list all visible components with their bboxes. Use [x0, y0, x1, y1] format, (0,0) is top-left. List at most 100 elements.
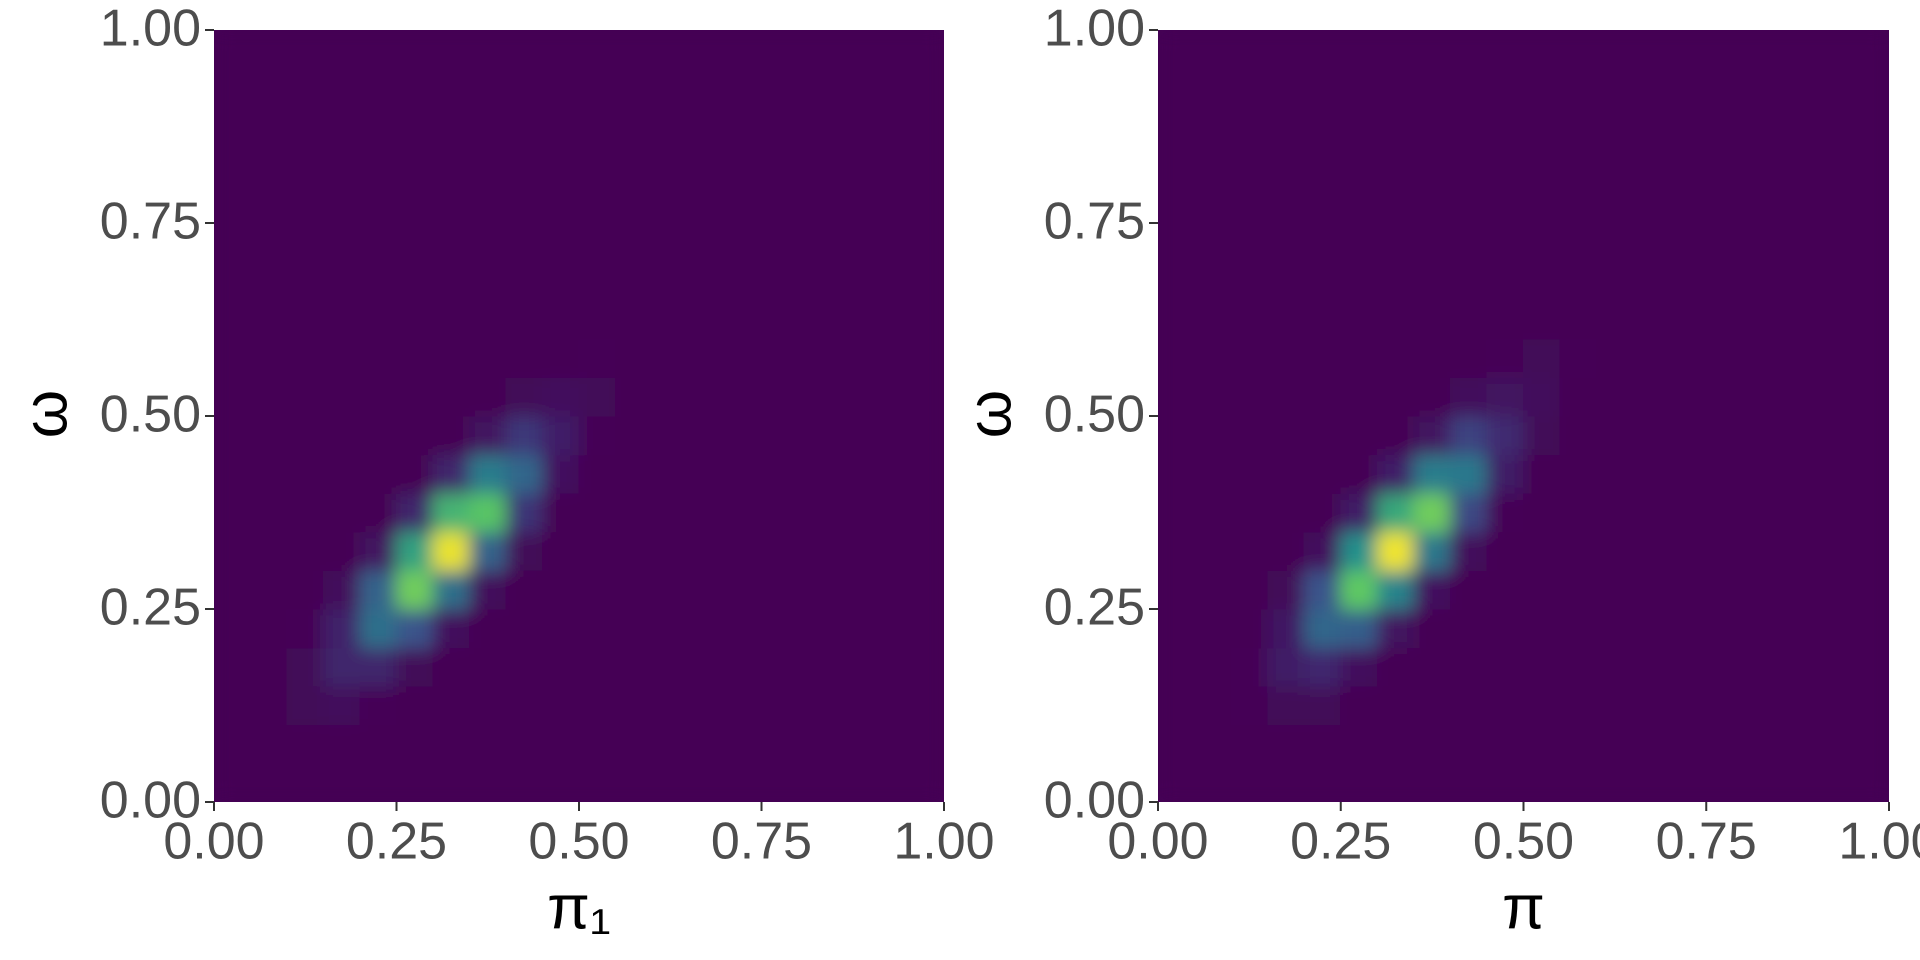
heatmap-cell	[1158, 724, 1196, 764]
heatmap-cell	[1267, 30, 1305, 70]
x-tick-label: 0.00	[163, 813, 264, 871]
heatmap-cell	[797, 762, 835, 802]
x-tick-label: 0.25	[1290, 813, 1391, 871]
heatmap-cell	[1742, 724, 1780, 764]
heatmap-cell	[1851, 569, 1889, 610]
heatmap-cell	[1449, 608, 1488, 649]
heatmap-cell	[797, 685, 835, 726]
heatmap-cell	[1705, 724, 1744, 764]
heatmap-cell	[1303, 68, 1342, 108]
heatmap-cell	[578, 608, 616, 649]
heatmap-cell	[834, 376, 872, 417]
heatmap-cell	[1632, 261, 1671, 301]
heatmap-cell	[1230, 492, 1269, 533]
heatmap-cell	[1669, 724, 1707, 764]
heatmap-cell	[1376, 454, 1415, 494]
heatmap-cell	[469, 762, 507, 802]
heatmap-cell	[1632, 608, 1671, 649]
heatmap-cell	[761, 531, 799, 571]
heatmap-cell	[469, 222, 507, 263]
heatmap-cell	[1669, 492, 1707, 533]
heatmap-cell	[1596, 376, 1634, 417]
heatmap-cell	[1559, 68, 1598, 108]
heatmap-cell	[615, 376, 653, 417]
heatmap-cell	[250, 415, 288, 456]
heatmap-cell	[907, 415, 944, 456]
heatmap-cell	[505, 183, 543, 224]
heatmap-cell	[870, 30, 908, 70]
heatmap-cell	[688, 647, 726, 687]
heatmap-cell	[761, 647, 799, 687]
heatmap-cell	[1376, 531, 1415, 571]
heatmap-cell	[907, 762, 944, 802]
heatmap-cell	[432, 724, 470, 764]
heatmap-cell	[1303, 222, 1342, 263]
y-tick-label: 0.50	[100, 386, 201, 444]
heatmap-cell	[615, 647, 653, 687]
heatmap-cell	[1632, 106, 1671, 147]
heatmap-cell	[542, 261, 580, 301]
heatmap-cell	[1230, 415, 1269, 456]
heatmap-cell	[1778, 531, 1817, 571]
heatmap-cell	[615, 415, 653, 456]
heatmap-cell	[359, 376, 397, 417]
heatmap-cell	[1669, 454, 1707, 494]
heatmap-cell	[250, 569, 288, 610]
heatmap-cell	[761, 30, 799, 70]
heatmap-cell	[1632, 647, 1671, 687]
heatmap-cell	[1158, 145, 1196, 185]
heatmap-cell	[1632, 685, 1671, 726]
heatmap-cell	[505, 531, 543, 571]
heatmap-cell	[1486, 685, 1524, 726]
heatmap-cell	[469, 531, 507, 571]
heatmap-cell	[1778, 608, 1817, 649]
heatmap-cell	[834, 183, 872, 224]
heatmap-cell	[1413, 68, 1451, 108]
heatmap-cell	[651, 724, 689, 764]
heatmap-cell	[323, 338, 361, 378]
heatmap-cell	[834, 106, 872, 147]
heatmap-cell	[323, 492, 361, 533]
heatmap-cell	[578, 222, 616, 263]
heatmap-cell	[578, 724, 616, 764]
heatmap-cell	[469, 145, 507, 185]
heatmap-cell	[578, 376, 616, 417]
heatmap-cell	[1851, 261, 1889, 301]
heatmap-cell	[1596, 762, 1634, 802]
heatmap-cell	[1778, 647, 1817, 687]
heatmap-cell	[542, 145, 580, 185]
heatmap-cell	[214, 454, 251, 494]
x-tick-label: 0.75	[711, 813, 812, 871]
x-tick-label: 0.50	[1473, 813, 1574, 871]
heatmap-cell	[1705, 647, 1744, 687]
heatmap-cell	[1449, 762, 1488, 802]
heatmap-cell	[214, 299, 251, 340]
heatmap-cell	[286, 531, 324, 571]
heatmap-cell	[432, 183, 470, 224]
heatmap-cell	[1778, 724, 1817, 764]
heatmap-cell	[396, 338, 434, 378]
heatmap-cell	[1303, 183, 1342, 224]
heatmap-cell	[688, 222, 726, 263]
heatmap-cell	[1669, 376, 1707, 417]
heatmap-cell	[359, 68, 397, 108]
x-axis-title: π	[1502, 873, 1545, 942]
heatmap-cell	[323, 685, 361, 726]
heatmap-cell	[1523, 183, 1561, 224]
heatmap-cell	[250, 531, 288, 571]
heatmap-cell	[688, 183, 726, 224]
heatmap-cell	[1413, 376, 1451, 417]
heatmap-cell	[1815, 106, 1853, 147]
heatmap-cell	[1303, 376, 1342, 417]
heatmap-cell	[1559, 454, 1598, 494]
heatmap-cell	[396, 415, 434, 456]
heatmap-cell	[1669, 222, 1707, 263]
heatmap-cell	[1230, 222, 1269, 263]
heatmap-cell	[1778, 492, 1817, 533]
heatmap-cell	[1194, 531, 1232, 571]
heatmap-cell	[359, 299, 397, 340]
heatmap-cell	[1267, 415, 1305, 456]
heatmap-cell	[761, 454, 799, 494]
heatmap-cell	[724, 106, 762, 147]
heatmap-cell	[651, 762, 689, 802]
